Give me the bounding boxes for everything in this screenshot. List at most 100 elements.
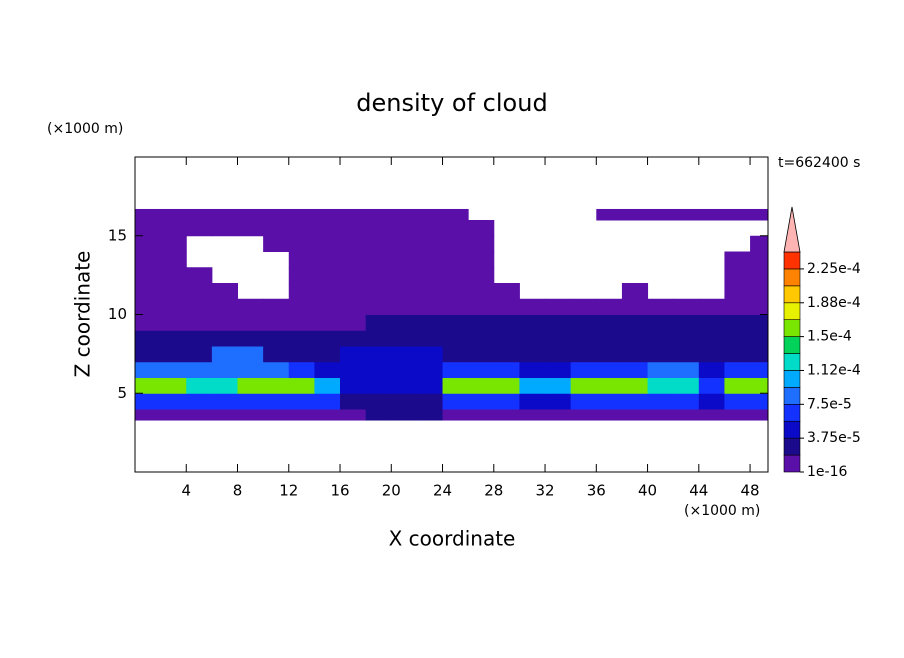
- contour-cell: [442, 298, 469, 315]
- contour-cell: [416, 235, 444, 252]
- contour-cell: [340, 235, 367, 252]
- contour-cell: [237, 361, 264, 378]
- colorbar-box: [783, 319, 801, 337]
- contour-cell: [416, 251, 444, 268]
- contour-cell: [160, 208, 187, 221]
- contour-cell: [391, 267, 418, 284]
- contour-cell: [237, 298, 264, 315]
- contour-cell: [493, 314, 520, 331]
- contour-cell: [750, 298, 768, 315]
- contour-cell: [391, 235, 418, 252]
- contour-cell: [237, 346, 264, 363]
- contour-cell: [545, 314, 572, 331]
- contour-cell: [186, 393, 213, 410]
- x-tick-label: 12: [279, 482, 298, 500]
- colorbar-label: 1.88e-4: [807, 295, 861, 311]
- contour-cell: [288, 330, 315, 347]
- colorbar-box: [783, 437, 801, 456]
- contour-cell: [750, 314, 768, 331]
- contour-cell: [442, 283, 469, 300]
- contour-cell: [750, 208, 768, 221]
- contour-cell: [288, 377, 315, 394]
- colorbar-box: [783, 268, 801, 287]
- contour-cell: [596, 208, 623, 221]
- contour-cell: [391, 251, 418, 268]
- contour-cell: [596, 361, 623, 378]
- contour-cell: [698, 409, 725, 421]
- contour-cell: [545, 377, 572, 394]
- contour-cell: [288, 298, 315, 315]
- contour-cell: [288, 208, 315, 221]
- contour-cell: [570, 361, 597, 378]
- contour-cell: [519, 409, 546, 421]
- contour-cell: [288, 251, 315, 268]
- contour-cell: [750, 346, 768, 363]
- contour-cell: [288, 283, 315, 300]
- contour-cell: [468, 361, 495, 378]
- contour-cell: [750, 283, 768, 300]
- contour-cell: [365, 409, 392, 421]
- contour-cell: [724, 409, 751, 421]
- contour-cell: [365, 251, 392, 268]
- y-tick-label: 10: [108, 305, 127, 323]
- contour-cell: [160, 298, 187, 315]
- contour-cell: [340, 267, 367, 284]
- contour-cell: [391, 409, 418, 421]
- x-tick-label: 48: [741, 482, 760, 500]
- contour-cell: [391, 346, 418, 363]
- contour-cell: [340, 409, 367, 421]
- contour-cell: [340, 283, 367, 300]
- contour-cell: [647, 361, 674, 378]
- contour-cell: [416, 377, 444, 394]
- contour-cell: [673, 298, 700, 315]
- colorbar-box: [783, 404, 801, 422]
- contour-cell: [621, 298, 649, 315]
- contour-cell: [186, 377, 213, 394]
- contour-cell: [621, 409, 649, 421]
- contour-cell: [340, 361, 367, 378]
- contour-cell: [314, 393, 341, 410]
- chart-title: density of cloud: [356, 89, 547, 117]
- contour-cell: [391, 208, 418, 221]
- contour-cell: [468, 220, 495, 237]
- contour-cell: [647, 377, 674, 394]
- contour-cell: [211, 220, 239, 237]
- contour-cell: [186, 298, 213, 315]
- contour-cell: [416, 361, 444, 378]
- contour-cell: [519, 314, 546, 331]
- contour-cell: [391, 314, 418, 331]
- contour-cell: [724, 208, 751, 221]
- contour-cell: [340, 314, 367, 331]
- colorbar-box: [783, 387, 801, 405]
- contour-cell: [160, 314, 187, 331]
- x-tick-label: 4: [181, 482, 191, 500]
- x-tick-label: 24: [433, 482, 452, 500]
- contour-cell: [621, 314, 649, 331]
- contour-cell: [263, 361, 290, 378]
- contour-cell: [621, 283, 649, 300]
- contour-cell: [314, 330, 341, 347]
- contour-cell: [519, 377, 546, 394]
- contour-cell: [288, 314, 315, 331]
- contour-cell: [416, 346, 444, 363]
- contour-cell: [570, 346, 597, 363]
- contour-cell: [160, 346, 187, 363]
- colorbar-extend: [783, 206, 801, 253]
- contour-cell: [545, 298, 572, 315]
- contour-cell: [135, 283, 162, 300]
- contour-cell: [570, 409, 597, 421]
- contour-cell: [416, 330, 444, 347]
- contour-cell: [160, 330, 187, 347]
- contour-cell: [237, 314, 264, 331]
- contour-cell: [263, 220, 290, 237]
- contour-cell: [673, 393, 700, 410]
- contour-cell: [493, 361, 520, 378]
- contour-cell: [750, 393, 768, 410]
- contour-cell: [365, 220, 392, 237]
- contour-cell: [340, 298, 367, 315]
- contour-cell: [416, 314, 444, 331]
- contour-cell: [365, 208, 392, 221]
- contour-cell: [135, 314, 162, 331]
- contour-cell: [545, 393, 572, 410]
- contour-cell: [442, 409, 469, 421]
